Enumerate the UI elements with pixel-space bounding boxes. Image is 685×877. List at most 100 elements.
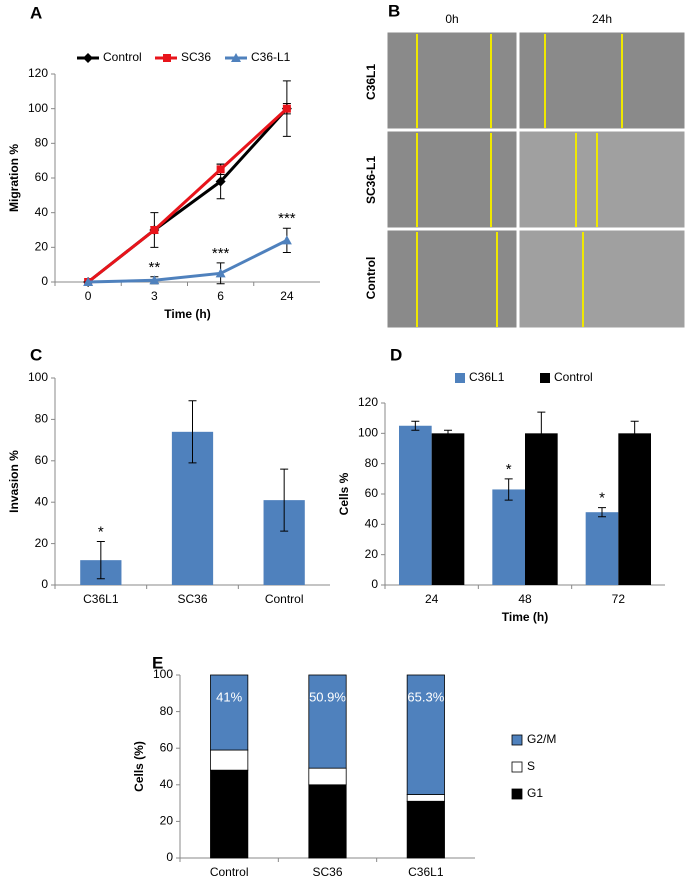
panel-letter: A bbox=[30, 3, 42, 22]
row-label: Control bbox=[364, 257, 378, 300]
x-axis-title: Time (h) bbox=[164, 307, 210, 321]
error-bar bbox=[280, 468, 289, 532]
x-tick-label: 0 bbox=[85, 289, 92, 303]
legend-marker bbox=[163, 54, 171, 62]
y-tick-label: 80 bbox=[35, 412, 49, 426]
y-tick-label: 0 bbox=[371, 577, 378, 591]
annotation: ** bbox=[149, 259, 161, 276]
bar bbox=[618, 433, 651, 585]
marker bbox=[83, 277, 94, 286]
bar-segment bbox=[406, 794, 445, 802]
y-tick-label: 120 bbox=[358, 395, 378, 409]
y-tick-label: 100 bbox=[153, 667, 173, 681]
bar-segment bbox=[308, 784, 347, 859]
annotation: * bbox=[506, 461, 512, 478]
bar-segment bbox=[210, 674, 249, 751]
y-tick-label: 20 bbox=[365, 547, 379, 561]
y-axis-title: Invasion % bbox=[7, 450, 21, 513]
legend-swatch bbox=[540, 373, 550, 383]
legend-label: Control bbox=[554, 370, 593, 384]
image bbox=[386, 130, 518, 229]
bar bbox=[399, 425, 432, 585]
error-bar bbox=[96, 541, 105, 580]
error-bar bbox=[444, 429, 452, 437]
panel-letter: B bbox=[388, 1, 400, 20]
legend-label: G1 bbox=[527, 786, 543, 800]
y-axis-title: Migration % bbox=[7, 144, 21, 212]
legend-label: C36-L1 bbox=[251, 50, 291, 64]
x-tick-label: 24 bbox=[425, 592, 439, 606]
error-bar bbox=[188, 400, 197, 464]
marker bbox=[282, 104, 291, 113]
legend-label: Control bbox=[103, 50, 142, 64]
y-tick-label: 40 bbox=[35, 494, 49, 508]
row-label: C36L1 bbox=[364, 64, 378, 100]
wound-edges bbox=[416, 34, 623, 327]
y-tick-label: 60 bbox=[35, 170, 49, 184]
annotation: * bbox=[599, 490, 605, 507]
y-axis-title: Cells % bbox=[337, 472, 351, 515]
line bbox=[88, 239, 288, 284]
annotation: *** bbox=[278, 210, 296, 227]
bar-segment bbox=[406, 674, 445, 795]
error-bar bbox=[537, 411, 546, 456]
y-tick-label: 80 bbox=[160, 704, 174, 718]
x-tick-label: SC36 bbox=[177, 592, 207, 606]
panel-b: B 0h 24h C36L1 SC36-L1 Control bbox=[364, 1, 685, 329]
bar bbox=[585, 512, 619, 585]
y-tick-label: 60 bbox=[160, 740, 174, 754]
legend-swatch bbox=[511, 734, 523, 746]
y-tick-label: 60 bbox=[365, 486, 379, 500]
bar bbox=[492, 489, 525, 585]
panel-letter: E bbox=[152, 653, 163, 672]
y-tick-label: 80 bbox=[365, 456, 379, 470]
value-label: 50.9% bbox=[309, 689, 346, 704]
row-label: SC36-L1 bbox=[364, 156, 378, 204]
marker bbox=[281, 235, 292, 245]
y-tick-label: 100 bbox=[28, 101, 48, 115]
image bbox=[518, 31, 685, 130]
x-tick-label: Control bbox=[265, 592, 304, 606]
y-axis-title: Cells (%) bbox=[132, 741, 146, 792]
panel-letter: C bbox=[30, 345, 42, 364]
x-tick-label: C36L1 bbox=[83, 592, 119, 606]
legend-swatch bbox=[511, 788, 523, 800]
error-bar bbox=[411, 420, 420, 431]
bar-segment bbox=[210, 769, 249, 859]
image bbox=[518, 130, 685, 229]
error-bar bbox=[630, 420, 639, 446]
legend-label: C36L1 bbox=[469, 370, 505, 384]
image bbox=[386, 229, 518, 329]
legend-marker bbox=[231, 53, 241, 62]
y-tick-label: 20 bbox=[35, 536, 49, 550]
y-tick-label: 0 bbox=[41, 577, 48, 591]
y-tick-label: 20 bbox=[160, 814, 174, 828]
y-tick-label: 0 bbox=[166, 850, 173, 864]
bar-segment bbox=[406, 800, 445, 859]
y-tick-label: 100 bbox=[28, 370, 48, 384]
x-tick-label: 6 bbox=[217, 289, 224, 303]
panel-letter: D bbox=[390, 345, 402, 364]
value-label: 65.3% bbox=[407, 689, 444, 704]
legend-marker bbox=[83, 53, 93, 63]
error-bar bbox=[598, 507, 606, 518]
y-tick-label: 40 bbox=[365, 517, 379, 531]
x-tick-label: 72 bbox=[612, 592, 626, 606]
bar bbox=[431, 433, 465, 585]
line bbox=[87, 107, 288, 284]
bar bbox=[525, 433, 558, 585]
error-bar bbox=[504, 478, 513, 501]
annotation: *** bbox=[212, 245, 230, 262]
x-tick-label: 3 bbox=[151, 289, 158, 303]
x-tick-label: 24 bbox=[280, 289, 294, 303]
marker bbox=[215, 176, 226, 187]
value-label: 41% bbox=[216, 689, 242, 704]
legend-label: S bbox=[527, 759, 535, 773]
marker bbox=[216, 165, 225, 174]
y-tick-label: 20 bbox=[35, 240, 49, 254]
legend-swatch bbox=[511, 761, 523, 773]
y-tick-label: 40 bbox=[160, 777, 174, 791]
column-label: 0h bbox=[445, 12, 458, 26]
column-label: 24h bbox=[592, 12, 612, 26]
